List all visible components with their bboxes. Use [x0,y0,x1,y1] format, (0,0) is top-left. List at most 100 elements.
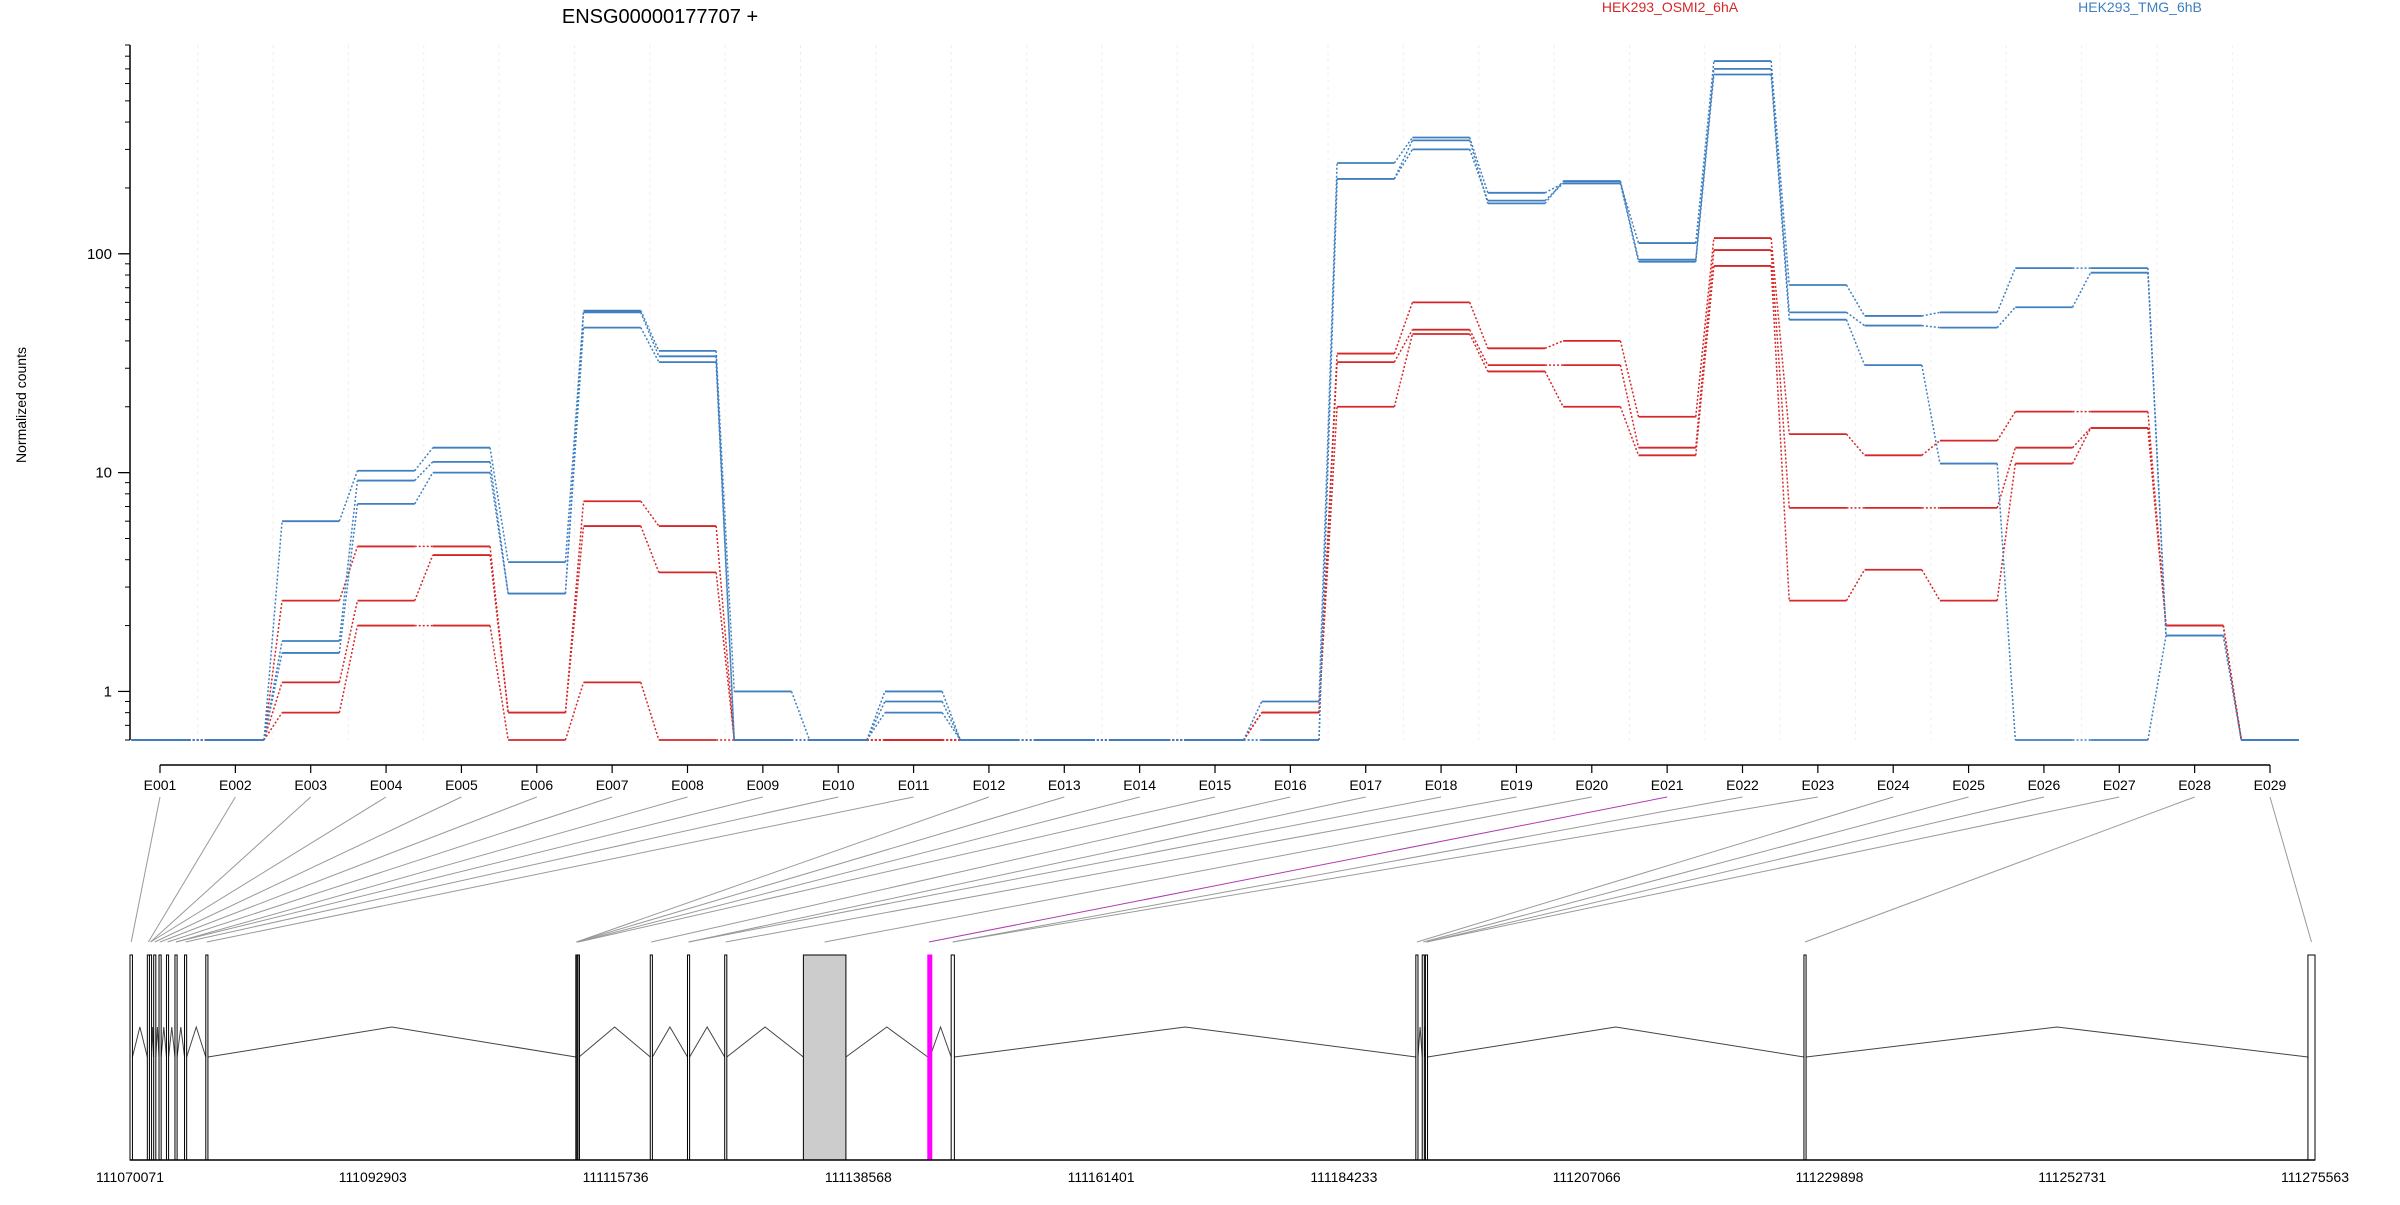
exon-tick-label: E006 [520,777,553,793]
series-transition [1318,162,1338,702]
intron-line [845,1026,929,1058]
series-transition [866,701,886,741]
exon-tick-label: E009 [747,777,780,793]
intron-line [929,1025,952,1058]
series-transition [1770,250,1790,508]
series-transition [941,712,961,741]
series-layer [131,45,2299,741]
genomic-coordinate-axis: 111070071 111092903 111115736 111138568 1111… [96,1159,2349,1185]
gene-model [129,954,2316,1161]
exon-box-e014 [686,954,691,1161]
series-transition [1770,68,1790,313]
series-transition [1393,302,1414,354]
connector-line [1804,796,2195,943]
series-transition [338,503,359,654]
intron-line [726,1026,804,1058]
series-transition [1770,61,1790,286]
exon-tick-label: E018 [1425,777,1458,793]
series-transition [263,521,283,741]
series-transition [1544,371,1564,408]
series-transition [1469,329,1489,366]
connector-line [147,796,236,943]
connector-line [952,796,1818,943]
series-transition [640,310,660,352]
exon-box-e018 [950,954,955,1161]
exon-tick-label: E023 [1802,777,1835,793]
intron-line [131,1026,148,1058]
legend-item-tmg: HEK293_TMG_6hB [2078,0,2202,15]
series-transition [1469,333,1489,372]
genomic-tick-label: 111229898 [1795,1169,1863,1185]
exon-box-e022 [1803,954,1807,1161]
series-transition [1770,238,1790,435]
exon-tick-label: E027 [2103,777,2136,793]
exon-tick-label: E008 [671,777,704,793]
series-red-2 [131,265,2299,741]
series-transition [263,652,283,741]
exon-tick-label: E020 [1575,777,1608,793]
series-blue-5 [131,73,2299,741]
series-transition [1996,447,2017,509]
series-transition [1242,701,1263,741]
series-transition [1921,311,1941,317]
series-transition [1318,178,1338,741]
series-transition [941,691,961,741]
series-transition [2147,635,2167,741]
connector-line [725,796,1517,943]
series-transition [1921,364,1941,464]
series-transition [1619,183,1640,262]
series-transition [1695,74,1715,262]
series-transition [2222,635,2243,741]
series-transition [715,350,735,692]
series-transition [640,525,660,573]
exon-box-e015 [724,954,728,1161]
exon-tick-label: E007 [596,777,629,793]
series-transition [564,327,585,594]
series-transition [866,712,886,741]
series-transition [1996,306,2016,329]
genomic-tick-label: 111275563 [2281,1169,2349,1185]
exon-tick-label: E025 [1952,777,1985,793]
series-transition [414,554,434,601]
series-transition [1318,406,1338,713]
genomic-tick-label: 111161401 [1068,1169,1135,1185]
exon-tick-label: E012 [973,777,1006,793]
series-transition [414,461,434,482]
intron-line [168,1026,176,1058]
intron-line [954,1026,1416,1058]
series-transition [1695,238,1715,417]
series-transition [338,470,359,522]
intron-line [176,1026,186,1058]
exon-tick-label: E011 [898,777,930,793]
y-tick-label: 100 [87,246,112,263]
series-transition [2072,427,2092,449]
exon-tick-label: E022 [1726,777,1759,793]
exon-tick-label: E015 [1199,777,1232,793]
series-transition [790,691,811,741]
series-transition [564,525,585,713]
connector-line [578,796,1216,943]
series-transition [263,712,283,741]
series-red-0 [131,237,2299,741]
series-transition [1468,137,1489,194]
exon-box-e013 [649,954,653,1161]
series-transition [2071,272,2092,308]
connector-line [824,796,1592,943]
series-transition [1695,60,1715,244]
intron-line [578,1026,651,1058]
series-transition [1393,137,1414,164]
series-transition [640,327,660,363]
exon-box-e020 [1421,954,1425,1161]
exon-tick-label: E014 [1123,777,1156,793]
connector-line [167,796,613,943]
series-transition [1619,183,1640,244]
exon-tick-label: E026 [2028,777,2061,793]
connector-line [928,796,1668,943]
series-transition [2071,427,2092,464]
connector-line [688,796,1366,943]
series-transition [1393,140,1414,180]
exon-tick-label: E021 [1651,777,1684,793]
genomic-tick-label: 111138568 [825,1169,892,1185]
connector-line [1426,796,2120,943]
